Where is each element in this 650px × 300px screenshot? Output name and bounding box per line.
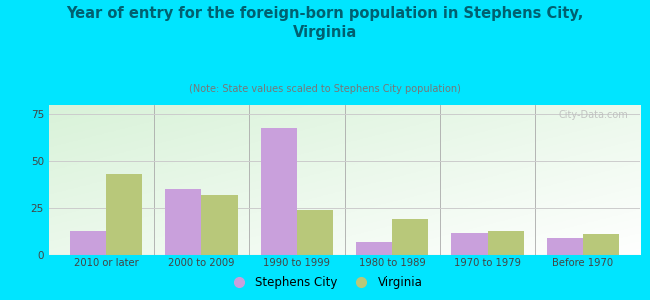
Bar — [165, 189, 202, 255]
Text: City-Data.com: City-Data.com — [558, 110, 629, 119]
Text: Year of entry for the foreign-born population in Stephens City,
Virginia: Year of entry for the foreign-born popul… — [66, 6, 584, 40]
Text: (Note: State values scaled to Stephens City population): (Note: State values scaled to Stephens C… — [189, 84, 461, 94]
Bar — [583, 234, 619, 255]
Bar — [70, 231, 106, 255]
Legend: Stephens City, Virginia: Stephens City, Virginia — [222, 272, 428, 294]
Bar — [488, 231, 524, 255]
Bar — [392, 219, 428, 255]
Bar — [356, 242, 392, 255]
Bar — [297, 210, 333, 255]
Bar — [451, 232, 488, 255]
Bar — [547, 238, 583, 255]
Bar — [106, 174, 142, 255]
Bar — [202, 195, 238, 255]
Bar — [261, 128, 297, 255]
